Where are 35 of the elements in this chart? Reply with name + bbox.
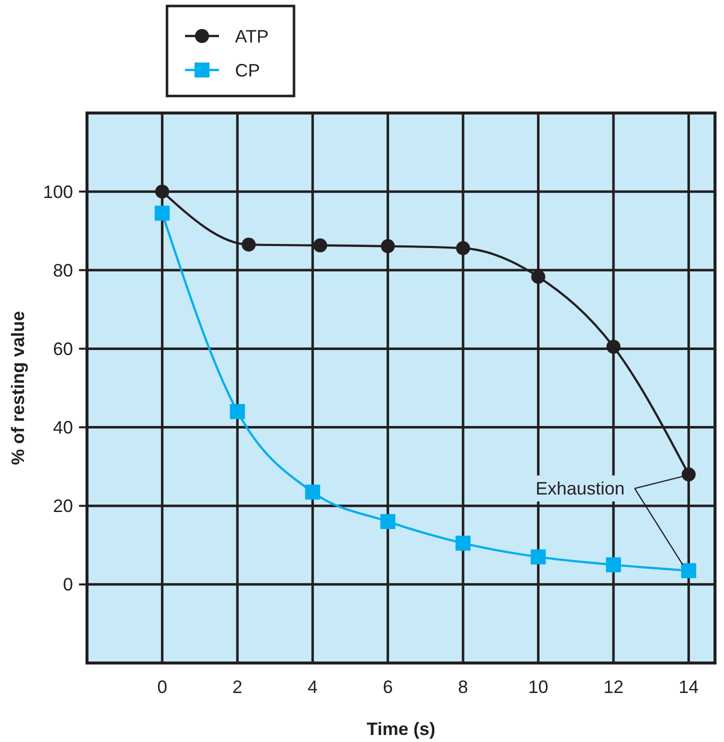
x-axis-title: Time (s) [366,719,436,739]
y-tick-label: 40 [52,418,73,438]
point [380,239,395,254]
point [154,206,170,221]
point [456,241,470,256]
point [530,549,546,564]
x-tick-label: 10 [528,677,548,697]
point [531,270,546,284]
point [606,340,620,354]
legend-label: ATP [235,26,269,46]
x-tick-label: 6 [382,677,393,697]
y-tick-label: 100 [42,182,73,202]
point [682,467,696,482]
point [380,514,396,530]
point [230,404,245,420]
point [155,184,170,199]
x-tick-label: 8 [458,677,468,697]
x-tick-label: 2 [232,677,242,697]
legend-label: CP [235,60,260,80]
point [305,484,320,500]
point [681,563,696,578]
point [313,238,328,252]
x-tick-label: 4 [308,677,318,697]
annotation: Exhaustion [536,478,625,499]
x-tick-label: 0 [157,677,168,697]
x-tick-label: 12 [603,677,624,697]
point [456,536,471,551]
y-tick-label: 20 [52,496,73,516]
x-tick-label: 14 [678,677,699,697]
point [606,557,621,572]
y-tick-label: 60 [52,339,73,360]
y-axis-title: % of resting value [8,310,28,466]
y-tick-label: 0 [62,574,73,595]
point [242,238,256,252]
y-tick-label: 80 [52,260,73,280]
